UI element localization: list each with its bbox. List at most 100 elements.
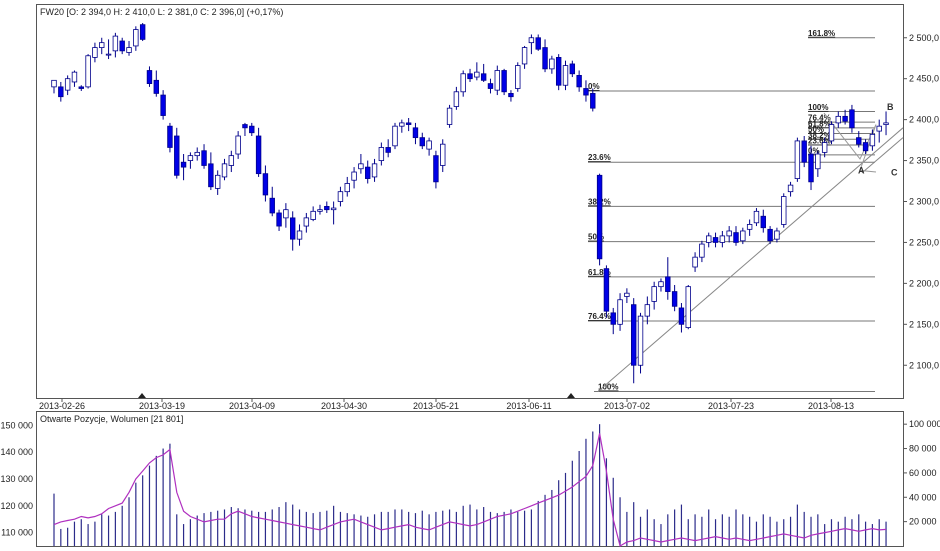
candle (126, 41, 132, 56)
candle (610, 307, 616, 335)
fib2-label: 100% (808, 103, 828, 112)
candle-body (719, 235, 726, 243)
fib2-label: 23.6% (808, 137, 831, 146)
candle-body (774, 230, 780, 240)
candle (842, 109, 848, 125)
candle-body (535, 37, 541, 50)
price-y-axis: 2 100,0 2 150,0 2 200,0 2 250,0 2 300,0 2 350… (903, 33, 939, 370)
candle-body (869, 133, 876, 147)
candle-body (862, 142, 869, 152)
event-marker (138, 393, 146, 398)
candle (753, 208, 760, 227)
x-tick-label: 2013-07-02 (604, 401, 650, 411)
candle-body (194, 151, 200, 157)
fib-label: 100% (598, 382, 618, 391)
candle-body (310, 210, 316, 220)
candle (344, 176, 350, 197)
x-tick-label: 2013-03-19 (139, 401, 185, 411)
candle-body (453, 91, 460, 107)
candle-body (160, 94, 166, 116)
candle-body (378, 147, 385, 161)
candle (160, 90, 166, 120)
candle (214, 170, 221, 195)
candle (501, 68, 507, 96)
candle (562, 60, 569, 91)
candle-body (344, 183, 350, 193)
candle-body (631, 304, 637, 366)
candle-body (262, 173, 269, 196)
candle (596, 173, 603, 266)
fib2-label: 38.2% (808, 131, 831, 140)
fib-label: 23.6% (588, 153, 611, 162)
candle-body (405, 122, 412, 125)
candle-body (392, 125, 398, 147)
candle-body (64, 78, 71, 91)
candle-body (51, 79, 57, 88)
price-y-tick-label: 2 100,0 (909, 360, 939, 370)
candle-body (187, 155, 194, 161)
candle (146, 66, 153, 87)
candle (542, 39, 548, 73)
candle (371, 158, 378, 182)
candle-body (740, 230, 746, 242)
candle (719, 230, 726, 248)
price-y-tick-label: 2 350,0 (909, 156, 939, 166)
candle (351, 167, 357, 189)
candle (815, 150, 821, 177)
candle (208, 152, 214, 191)
candle-body (549, 58, 555, 70)
candle (555, 54, 562, 91)
candle (180, 154, 187, 181)
open-interest-line (53, 433, 887, 547)
candle (528, 34, 535, 55)
candle (651, 281, 657, 310)
candle-body (235, 135, 241, 155)
candle (746, 219, 753, 236)
candle (787, 181, 794, 197)
oi-y-tick-label: 120 000 (0, 501, 33, 511)
candle-body (501, 70, 507, 93)
candle-body (174, 135, 180, 176)
candle (426, 137, 432, 156)
candle-body (296, 230, 303, 240)
candle-body (399, 122, 405, 127)
candle-body (426, 140, 432, 150)
oi-y-tick-label: 140 000 (0, 447, 33, 457)
candle (494, 65, 500, 96)
candle (453, 86, 460, 110)
open-interest-y-axis: 110 000 120 000 130 000 140 000 150 000 (0, 420, 33, 537)
candle (671, 285, 678, 312)
candle (521, 45, 528, 69)
candle (644, 296, 651, 325)
volume-panel-title: Otwarte Pozycje, Wolumen [21 801] (40, 414, 183, 424)
price-y-tick-label: 2 300,0 (909, 197, 939, 207)
candle (392, 122, 398, 150)
candle (515, 62, 521, 92)
price-y-tick-label: 2 150,0 (909, 319, 939, 329)
candle-body (324, 206, 330, 211)
candle-body (651, 286, 657, 302)
candle (576, 70, 582, 92)
candle (324, 201, 330, 213)
candle-body (85, 55, 91, 88)
x-tick-label: 2013-04-30 (321, 401, 367, 411)
candle (85, 54, 91, 89)
instrument-info-label: FW20 [O: 2 394,0 H: 2 410,0 L: 2 381,0 C… (40, 7, 283, 17)
candle-body (119, 40, 125, 52)
candle-body (726, 230, 732, 237)
candle-body (330, 207, 337, 211)
candle-body (385, 147, 391, 153)
candle-body (71, 71, 78, 83)
candle-body (603, 268, 610, 312)
candle (419, 132, 425, 150)
candle-body (146, 70, 153, 84)
candle-body (876, 125, 882, 132)
oi-y-tick-label: 130 000 (0, 474, 33, 484)
candle-body (835, 115, 841, 124)
candles-layer (51, 23, 889, 384)
fib-label: 76.4% (588, 312, 611, 321)
volume-y-tick-label: 80 000 (909, 444, 937, 454)
candle-body (849, 109, 855, 129)
candle (433, 150, 439, 189)
candle-body (78, 86, 84, 89)
